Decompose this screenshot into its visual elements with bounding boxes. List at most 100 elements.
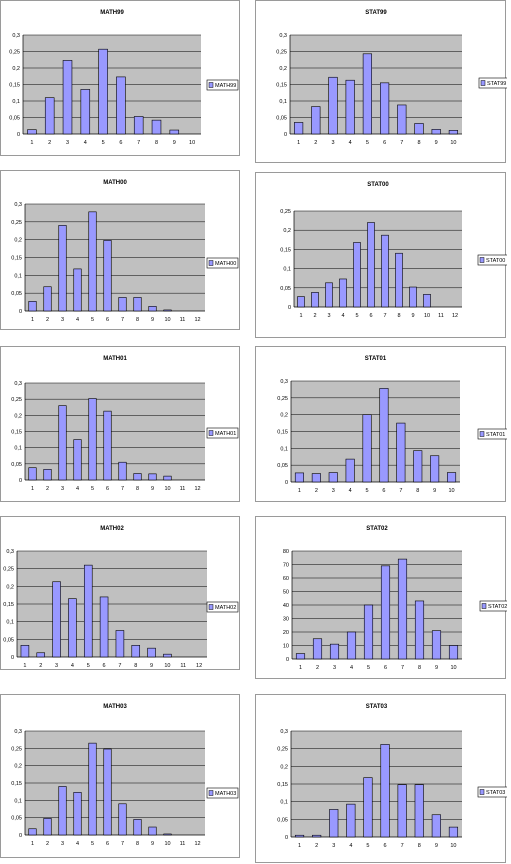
y-tick-label: 0,05 <box>277 463 288 469</box>
y-tick-label: 0,15 <box>11 256 22 262</box>
y-tick-label: 0,1 <box>14 273 22 279</box>
x-tick-label: 4 <box>350 665 353 671</box>
bar <box>345 458 355 483</box>
legend <box>478 77 507 89</box>
y-tick-label: 0,1 <box>14 446 22 452</box>
legend-label: STAT02 <box>488 604 507 610</box>
y-tick-label: 0,15 <box>277 430 288 436</box>
bar <box>115 630 125 658</box>
y-tick-label: 0,05 <box>280 286 291 292</box>
x-tick-label: 10 <box>164 841 170 847</box>
x-tick-label: 6 <box>106 486 109 492</box>
bar <box>20 645 30 658</box>
y-tick-label: 60 <box>283 576 289 582</box>
legend-swatch <box>481 603 487 609</box>
x-tick-label: 4 <box>341 313 344 319</box>
x-tick-label: 7 <box>121 841 124 847</box>
bar <box>169 129 180 135</box>
x-tick-label: 3 <box>327 313 330 319</box>
x-tick-label: 3 <box>55 663 58 669</box>
y-tick-label: 0,3 <box>280 729 288 735</box>
y-tick-label: 20 <box>283 630 289 636</box>
x-tick-label: 7 <box>118 663 121 669</box>
x-tick-label: 2 <box>316 665 319 671</box>
bar <box>151 119 162 135</box>
x-tick-label: 9 <box>173 140 176 146</box>
y-tick-label: 0,3 <box>14 729 22 735</box>
chart-title: MATH99 <box>100 10 124 16</box>
y-tick-label: 0 <box>285 480 288 486</box>
x-tick-label: 5 <box>367 665 370 671</box>
bar <box>312 638 323 660</box>
chart-panel-math99: MATH99 0 0,05 0,1 0,15 0,2 0,25 0,3 1 2 3 4 5 6 7 8 9 10 M… <box>0 0 240 156</box>
x-tick-label: 1 <box>31 317 34 323</box>
x-tick-label: 4 <box>349 488 352 494</box>
x-tick-label: 12 <box>194 841 200 847</box>
x-tick-label: 1 <box>31 841 34 847</box>
x-tick-label: 5 <box>91 841 94 847</box>
y-tick-label: 0,05 <box>11 462 22 468</box>
y-tick-label: 80 <box>283 549 289 555</box>
y-tick-label: 0 <box>288 305 291 311</box>
x-tick-label: 11 <box>180 841 186 847</box>
x-tick-label: 6 <box>106 841 109 847</box>
bar <box>396 422 406 483</box>
bar <box>363 777 373 838</box>
x-tick-label: 4 <box>76 841 79 847</box>
bar <box>133 297 142 312</box>
bar-chart: STAT01 0 0,05 0,1 0,15 0,2 0,25 0,3 1 2 3 4 5 6 7 8 9 10 S… <box>277 356 507 494</box>
bar <box>73 268 82 312</box>
x-tick-label: 9 <box>411 313 414 319</box>
bar <box>328 472 338 483</box>
bar <box>447 472 457 483</box>
bar <box>380 565 391 660</box>
bar <box>325 282 333 308</box>
legend-label: MATH99 <box>215 83 236 89</box>
y-tick-label: 0,25 <box>276 50 287 56</box>
bar <box>346 803 356 838</box>
x-tick-label: 2 <box>46 317 49 323</box>
legend <box>477 254 507 266</box>
legend <box>477 428 507 440</box>
x-tick-label: 8 <box>136 486 139 492</box>
y-tick-label: 0,2 <box>279 66 287 72</box>
y-tick-label: 0,25 <box>11 397 22 403</box>
legend-swatch <box>208 260 214 266</box>
legend-label: STAT01 <box>486 432 505 438</box>
bar <box>381 234 389 308</box>
chart-title: STAT02 <box>366 526 388 532</box>
bar <box>431 630 442 660</box>
x-tick-label: 1 <box>299 313 302 319</box>
bar <box>148 306 157 312</box>
y-tick-label: 0,25 <box>11 746 22 752</box>
bar <box>88 211 97 312</box>
x-tick-label: 2 <box>46 486 49 492</box>
x-tick-label: 4 <box>349 843 352 849</box>
x-tick-label: 10 <box>164 663 170 669</box>
x-tick-label: 7 <box>399 488 402 494</box>
x-tick-label: 5 <box>355 313 358 319</box>
legend-label: STAT99 <box>487 81 506 87</box>
legend-swatch <box>479 789 485 795</box>
x-tick-label: 10 <box>189 140 195 146</box>
x-tick-label: 5 <box>87 663 90 669</box>
x-tick-label: 8 <box>418 843 421 849</box>
bar <box>379 388 389 483</box>
y-tick-label: 0,25 <box>11 220 22 226</box>
legend-swatch <box>479 431 485 437</box>
bar <box>118 461 127 481</box>
bar <box>413 450 423 483</box>
y-tick-label: 0,15 <box>9 83 20 89</box>
y-tick-label: 30 <box>283 617 289 623</box>
x-tick-label: 10 <box>164 486 170 492</box>
bar <box>88 742 97 836</box>
y-tick-label: 0,2 <box>6 584 14 590</box>
x-tick-label: 6 <box>382 488 385 494</box>
x-tick-label: 9 <box>151 841 154 847</box>
bar <box>312 834 322 838</box>
bar <box>448 645 459 660</box>
y-tick-label: 0,05 <box>9 116 20 122</box>
bar <box>133 473 142 481</box>
